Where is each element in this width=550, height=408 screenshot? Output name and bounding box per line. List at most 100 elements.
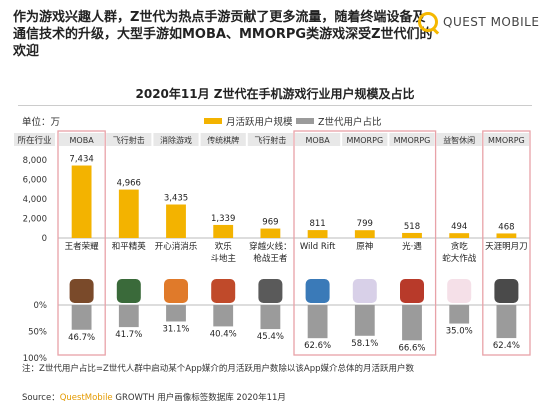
industry-header-cell bbox=[342, 133, 388, 146]
industry-header-cell bbox=[153, 133, 199, 146]
industry-header-cell bbox=[247, 133, 293, 146]
highlight-box bbox=[57, 130, 106, 356]
snake-icon bbox=[447, 279, 472, 303]
page-headline: 作为游戏兴趣人群，Z世代为热点手游贡献了更多流量，随着终端设备及通信技术的升级，… bbox=[13, 10, 433, 59]
source-line: Source：QuestMobile GROWTH 用户画像标签数据库 2020… bbox=[22, 391, 286, 403]
app-name-label: 枪战王者 bbox=[253, 253, 288, 264]
mau-value-label: 969 bbox=[262, 218, 278, 228]
y-tick-label-top: 6,000 bbox=[23, 176, 47, 186]
questmobile-logo: QUEST MOBILE bbox=[418, 12, 539, 32]
z-share-bar bbox=[166, 305, 186, 322]
z-share-value-label: 45.4% bbox=[257, 332, 284, 342]
mau-bar bbox=[213, 224, 234, 238]
industry-label: MMORPG bbox=[394, 136, 431, 145]
z-share-bar bbox=[71, 305, 92, 330]
moon-blade-icon bbox=[494, 279, 519, 303]
mau-value-label: 468 bbox=[498, 222, 514, 232]
mau-bar bbox=[307, 230, 328, 238]
mau-value-label: 494 bbox=[451, 222, 467, 232]
z-share-bar bbox=[260, 305, 281, 330]
mau-value-label: 3,435 bbox=[164, 194, 188, 204]
z-share-value-label: 62.4% bbox=[493, 341, 520, 351]
mau-bar bbox=[402, 232, 422, 238]
questmobile-logo-icon bbox=[418, 12, 438, 32]
industry-header-cell bbox=[59, 133, 105, 146]
title-divider bbox=[18, 105, 532, 106]
mau-bar bbox=[449, 233, 470, 238]
industry-header-cell bbox=[200, 133, 246, 146]
industry-header-cell bbox=[483, 133, 529, 146]
z-share-value-label: 31.1% bbox=[162, 324, 189, 334]
industry-label: MOBA bbox=[70, 136, 95, 145]
industry-header-cell bbox=[14, 133, 55, 146]
legend-item-mau: 月活跃用户规模 bbox=[204, 114, 293, 128]
app-name-label: 斗地主 bbox=[210, 253, 236, 264]
industry-header-cell bbox=[106, 133, 152, 146]
z-share-value-label: 41.7% bbox=[115, 330, 142, 340]
z-share-bar bbox=[354, 305, 375, 336]
z-share-value-label: 40.4% bbox=[210, 329, 237, 339]
unit-label: 单位：万 bbox=[22, 117, 61, 128]
legend-label-z-share: Z世代用户占比 bbox=[318, 117, 382, 128]
mau-value-label: 811 bbox=[309, 219, 325, 229]
industry-label: 飞行射击 bbox=[113, 135, 145, 145]
z-share-bar bbox=[213, 305, 234, 327]
legend-swatch-mau bbox=[204, 118, 222, 124]
mau-value-label: 4,966 bbox=[117, 179, 141, 189]
industry-label: MOBA bbox=[306, 136, 331, 145]
legend-swatch-z-share bbox=[296, 118, 314, 124]
z-share-value-label: 35.0% bbox=[446, 327, 473, 337]
peace-elite-icon bbox=[116, 279, 141, 303]
z-share-bar bbox=[449, 305, 470, 324]
industry-header-cell bbox=[295, 133, 341, 146]
happy-landlord-icon bbox=[211, 279, 236, 303]
industry-label: 消除游戏 bbox=[160, 135, 192, 145]
genshin-icon bbox=[352, 279, 377, 303]
mau-value-label: 1,339 bbox=[211, 214, 235, 224]
mau-bar bbox=[166, 204, 186, 238]
app-name-label: 开心消消乐 bbox=[155, 241, 198, 252]
source-prefix: Source： bbox=[22, 393, 60, 403]
king-glory-icon bbox=[69, 279, 94, 303]
app-name-label: 穿越火线： bbox=[249, 241, 292, 252]
mau-bar bbox=[354, 230, 375, 238]
industry-header-cell bbox=[389, 133, 435, 146]
sky-icon bbox=[400, 279, 424, 303]
y-tick-label-top: 0 bbox=[42, 234, 47, 244]
logo-text: QUEST MOBILE bbox=[443, 15, 540, 29]
source-brand: QuestMobile bbox=[59, 393, 113, 403]
z-share-value-label: 46.7% bbox=[68, 333, 95, 343]
mau-bar bbox=[260, 228, 281, 238]
wild-rift-icon bbox=[305, 279, 330, 303]
mau-value-label: 799 bbox=[357, 219, 373, 229]
industry-label: 益智休闲 bbox=[443, 135, 475, 145]
app-name-label: Wild Rift bbox=[300, 242, 336, 252]
footnote: 注：Z世代用户占比=Z世代人群中启动某个App媒介的月活跃用户数除以该App媒介… bbox=[22, 364, 414, 374]
crossfire-icon bbox=[258, 279, 283, 303]
z-share-value-label: 66.6% bbox=[398, 343, 425, 353]
y-tick-label-top: 4,000 bbox=[23, 195, 47, 205]
y-tick-label-bottom: 50% bbox=[28, 328, 47, 338]
y-tick-label-bottom: 100% bbox=[23, 354, 47, 364]
source-rest: GROWTH 用户画像标签数据库 2020年11月 bbox=[112, 393, 286, 403]
y-tick-label-top: 2,000 bbox=[23, 215, 47, 225]
y-tick-label-bottom: 0% bbox=[34, 301, 48, 311]
industry-label: 传统棋牌 bbox=[207, 135, 239, 145]
z-share-bar bbox=[118, 305, 139, 328]
mau-bar bbox=[496, 233, 517, 238]
highlight-box bbox=[293, 130, 437, 356]
highlight-box bbox=[482, 130, 531, 356]
app-name-label: 欢乐 bbox=[215, 241, 233, 252]
z-share-bar bbox=[402, 305, 422, 341]
app-name-label: 和平精英 bbox=[112, 241, 147, 252]
industry-label: 飞行射击 bbox=[254, 135, 286, 145]
z-share-value-label: 62.6% bbox=[304, 341, 331, 351]
industry-label: MMORPG bbox=[488, 136, 525, 145]
y-tick-label-top: 8,000 bbox=[23, 156, 47, 166]
legend-item-z-share: Z世代用户占比 bbox=[296, 114, 382, 128]
app-name-label: 光·遇 bbox=[402, 241, 422, 252]
z-share-bar bbox=[307, 305, 328, 339]
industry-header-label: 所在行业 bbox=[17, 135, 51, 146]
app-name-label: 天涯明月刀 bbox=[485, 242, 528, 252]
